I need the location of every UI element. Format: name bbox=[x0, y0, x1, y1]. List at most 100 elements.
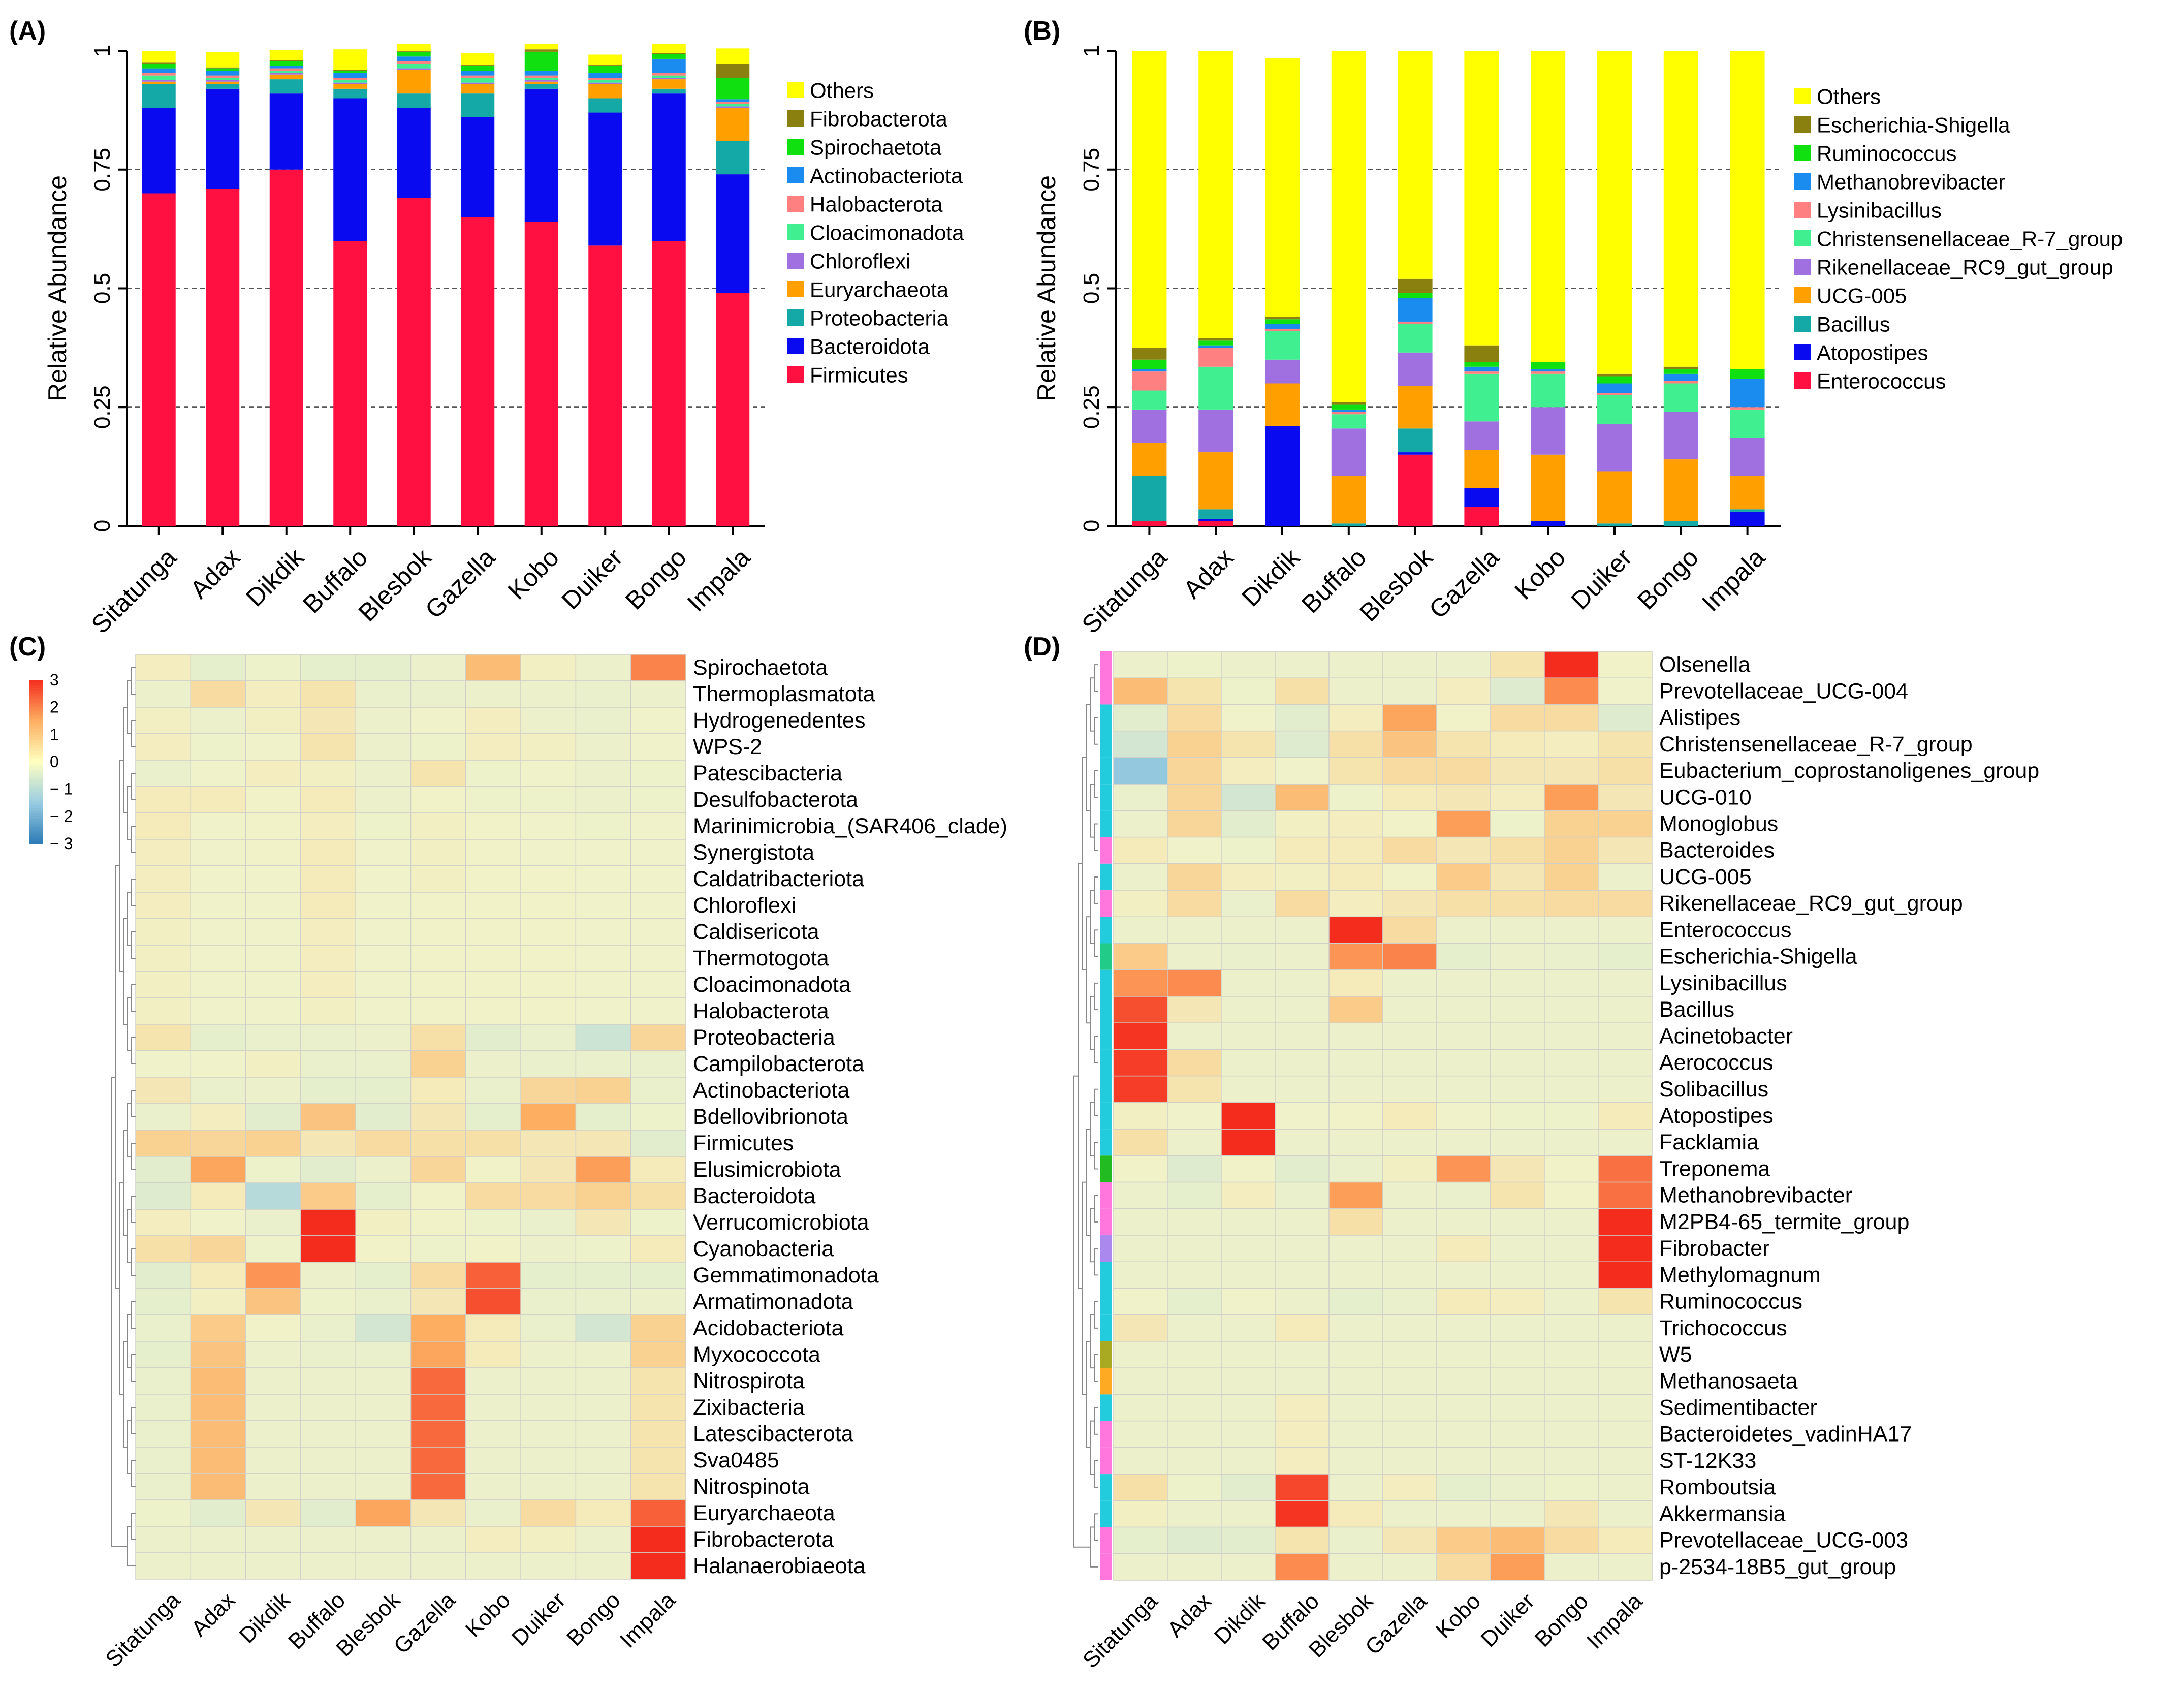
heatmap-cell bbox=[1436, 784, 1491, 811]
bar-segment bbox=[397, 198, 431, 526]
dendrogram-branch bbox=[1090, 1102, 1094, 1156]
heatmap-cell bbox=[1167, 1288, 1222, 1315]
heatmap-cell bbox=[1328, 1049, 1383, 1077]
heatmap-cell bbox=[1221, 943, 1276, 970]
heatmap-cell bbox=[1275, 1394, 1330, 1422]
dendrogram-branch bbox=[119, 760, 123, 972]
heatmap-cell bbox=[1167, 1208, 1222, 1236]
y-tick-label: 0.75 bbox=[1079, 148, 1104, 192]
dendrogram-branch bbox=[1094, 770, 1098, 798]
heatmap-cell bbox=[355, 1473, 412, 1500]
heatmap-cell bbox=[355, 1420, 412, 1448]
y-tick-label: 0.75 bbox=[90, 148, 115, 192]
row-label: Sva0485 bbox=[693, 1448, 779, 1472]
column-label: Adax bbox=[186, 1587, 240, 1641]
bar-segment bbox=[588, 245, 622, 526]
bar-segment bbox=[524, 75, 558, 78]
heatmap-cell bbox=[300, 1077, 356, 1104]
bar-segment bbox=[142, 51, 176, 63]
heatmap-cell bbox=[1328, 1181, 1383, 1209]
heatmap-cell bbox=[190, 1341, 246, 1368]
heatmap-cell bbox=[1382, 1129, 1437, 1156]
dendrogram-branch bbox=[1090, 784, 1094, 838]
dendrogram-branch bbox=[1094, 664, 1098, 692]
heatmap-cell bbox=[190, 1024, 246, 1051]
heatmap-cell bbox=[575, 839, 631, 866]
heatmap-cell bbox=[1490, 730, 1545, 758]
heatmap-cell bbox=[465, 865, 521, 893]
heatmap-cell bbox=[575, 1288, 631, 1315]
row-label: Bacteroidota bbox=[693, 1184, 816, 1208]
row-label: Elusimicrobiota bbox=[693, 1157, 841, 1182]
row-label: Sedimentibacter bbox=[1659, 1396, 1817, 1420]
heatmap-cell bbox=[1544, 1075, 1599, 1103]
bar-segment bbox=[1198, 509, 1233, 519]
column-label: Bongo bbox=[562, 1587, 625, 1651]
colorbar-segment bbox=[29, 680, 43, 683]
heatmap-cell bbox=[520, 654, 577, 681]
heatmap-cell bbox=[520, 839, 577, 866]
bar-segment bbox=[1663, 381, 1698, 384]
heatmap-cell bbox=[465, 892, 521, 919]
heatmap-cell bbox=[1490, 1314, 1545, 1342]
heatmap-cell bbox=[410, 812, 466, 840]
bar-segment bbox=[206, 75, 240, 78]
heatmap-cell bbox=[575, 1367, 631, 1395]
heatmap-cell bbox=[520, 892, 577, 919]
heatmap-cell bbox=[465, 1473, 521, 1500]
bar-segment bbox=[333, 84, 367, 89]
heatmap-cell bbox=[520, 997, 577, 1025]
row-label: Zixibacteria bbox=[693, 1395, 805, 1420]
bar-segment bbox=[652, 54, 686, 59]
dendrogram-branch bbox=[1086, 1340, 1090, 1448]
heatmap-cell bbox=[520, 1130, 577, 1157]
bar-segment bbox=[1398, 452, 1433, 455]
heatmap-cell bbox=[355, 760, 412, 787]
dendrogram-branch bbox=[131, 1248, 136, 1276]
dendrogram-branch bbox=[123, 1341, 128, 1448]
heatmap-cell bbox=[190, 918, 246, 946]
heatmap-cell bbox=[355, 1235, 412, 1263]
heatmap-cell bbox=[1113, 1394, 1168, 1422]
x-tick-label: Adax bbox=[1178, 543, 1239, 604]
heatmap-cell bbox=[465, 707, 521, 734]
column-label: Impala bbox=[615, 1587, 680, 1652]
panel-label-b: (B) bbox=[1024, 16, 1060, 46]
bar-segment bbox=[524, 80, 558, 82]
row-annotation bbox=[1100, 969, 1112, 996]
legend-label: Ruminococcus bbox=[1817, 142, 1956, 166]
heatmap-cell bbox=[190, 812, 246, 840]
heatmap-cell bbox=[1221, 1367, 1276, 1395]
heatmap-cell bbox=[355, 680, 412, 708]
heatmap-cell bbox=[630, 1103, 686, 1131]
heatmap-cell bbox=[410, 1103, 466, 1131]
row-label: Romboutsia bbox=[1659, 1475, 1776, 1499]
heatmap-cell bbox=[1221, 1022, 1276, 1050]
heatmap-cell bbox=[1167, 1049, 1222, 1077]
heatmap-cell bbox=[245, 1420, 301, 1448]
heatmap-cell bbox=[630, 865, 686, 893]
heatmap-cell bbox=[1275, 784, 1330, 811]
dendrogram-branch bbox=[131, 1037, 136, 1064]
x-tick-label: Blesbok bbox=[1354, 543, 1438, 627]
heatmap-cell bbox=[1490, 810, 1545, 838]
heatmap-cell bbox=[1113, 836, 1168, 864]
bar-segment bbox=[269, 169, 303, 526]
heatmap-cell bbox=[300, 1050, 356, 1078]
bar-segment bbox=[1597, 51, 1632, 374]
heatmap-cell bbox=[1167, 1394, 1222, 1422]
bar-segment bbox=[1663, 521, 1698, 526]
heatmap-cell bbox=[630, 1156, 686, 1183]
heatmap-cell bbox=[1544, 996, 1599, 1023]
heatmap-cell bbox=[575, 786, 631, 813]
row-annotation bbox=[1100, 1314, 1112, 1341]
dendrogram-branch bbox=[1090, 1314, 1094, 1369]
heatmap-cell bbox=[1598, 1049, 1653, 1077]
heatmap-cell bbox=[1167, 1181, 1222, 1209]
dendrogram-branch bbox=[131, 826, 136, 853]
heatmap-cell bbox=[300, 654, 356, 681]
x-tick-label: Dikdik bbox=[1236, 543, 1306, 612]
heatmap-cell bbox=[630, 680, 686, 708]
heatmap-cell bbox=[410, 1156, 466, 1183]
bar-segment bbox=[652, 241, 686, 526]
